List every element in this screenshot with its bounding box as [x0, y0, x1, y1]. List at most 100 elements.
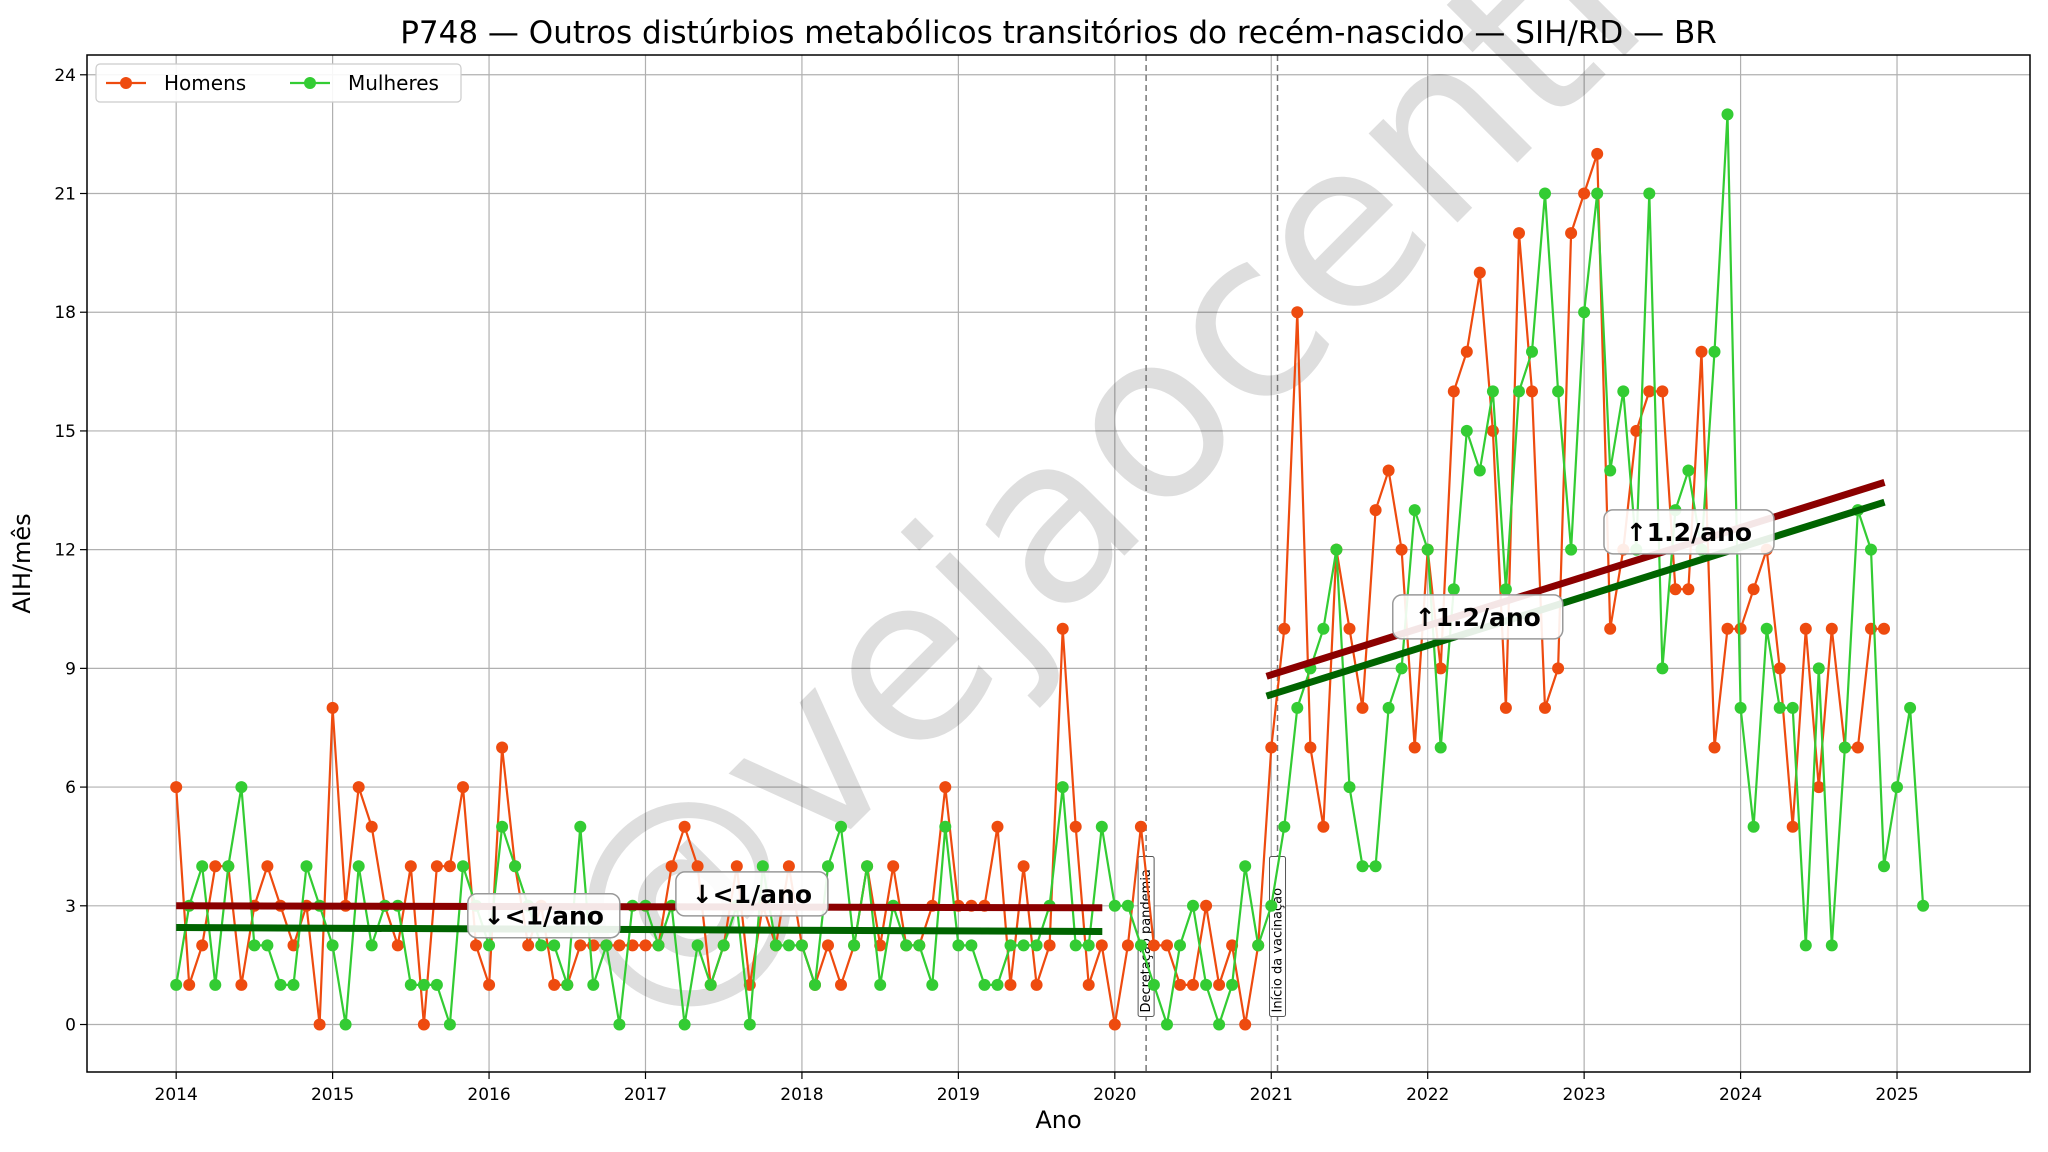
data-point — [1552, 385, 1565, 398]
data-point — [443, 860, 456, 873]
data-point — [1526, 385, 1538, 398]
data-point — [1356, 701, 1369, 714]
data-point — [1851, 741, 1864, 754]
data-point — [1147, 978, 1160, 991]
data-point — [1187, 899, 1199, 912]
data-point — [1721, 108, 1734, 121]
data-point — [874, 978, 887, 991]
data-point — [965, 939, 978, 952]
data-point — [1213, 978, 1226, 991]
trend-annotation: ↑1.2/ano — [1603, 509, 1775, 555]
data-point — [183, 978, 196, 991]
data-point — [678, 820, 691, 833]
data-point — [613, 939, 626, 952]
data-point — [1447, 583, 1460, 596]
data-point — [991, 820, 1004, 833]
data-point — [939, 820, 952, 833]
data-point — [1382, 464, 1395, 477]
legend-item-mulheres: Mulheres — [290, 71, 439, 95]
data-point — [548, 978, 561, 991]
legend-box — [95, 63, 462, 103]
x-tick-label: 2019 — [937, 1085, 980, 1105]
data-point — [1421, 543, 1434, 556]
data-point — [1499, 583, 1512, 596]
data-point — [170, 978, 183, 991]
data-point — [1721, 622, 1734, 635]
data-point — [939, 781, 952, 794]
y-tick-label: 24 — [54, 66, 76, 86]
data-point — [1604, 464, 1617, 477]
data-point — [756, 860, 769, 873]
data-point — [978, 978, 991, 991]
data-point — [326, 701, 339, 714]
data-point — [196, 860, 209, 873]
data-point — [848, 939, 861, 952]
data-point — [1643, 385, 1656, 398]
data-point — [443, 1018, 456, 1031]
data-point — [1330, 543, 1343, 556]
data-point — [1708, 345, 1721, 358]
legend: Homens Mulheres — [95, 63, 462, 103]
data-point — [1291, 701, 1304, 714]
data-point — [1460, 424, 1473, 437]
data-point — [1682, 583, 1695, 596]
data-point — [235, 978, 248, 991]
data-point — [404, 978, 417, 991]
data-point — [1434, 662, 1447, 675]
data-point — [691, 860, 704, 873]
annotation-box — [675, 871, 829, 917]
data-point — [1812, 662, 1825, 675]
data-point — [1499, 701, 1512, 714]
data-point — [835, 978, 847, 991]
data-point — [835, 820, 847, 833]
data-point — [561, 978, 574, 991]
y-tick-label: 9 — [65, 659, 76, 679]
data-point — [1278, 820, 1291, 833]
data-point — [1865, 543, 1877, 556]
y-tick-label: 6 — [65, 778, 76, 798]
trend-line — [176, 924, 1103, 936]
data-point — [483, 978, 496, 991]
data-point — [196, 939, 209, 952]
data-point — [1121, 899, 1134, 912]
data-point — [1226, 978, 1239, 991]
data-point — [1239, 860, 1252, 873]
data-point — [1161, 1018, 1173, 1031]
data-point — [1838, 741, 1851, 754]
data-point — [1578, 187, 1591, 200]
data-point — [1747, 583, 1760, 596]
data-point — [274, 978, 287, 991]
data-point — [926, 978, 939, 991]
annotation-label: ↓<1/ano — [692, 880, 812, 909]
data-point — [1656, 385, 1669, 398]
data-point — [769, 939, 782, 952]
data-point — [1408, 504, 1421, 517]
data-point — [1526, 345, 1538, 358]
data-point — [574, 820, 587, 833]
data-point — [1304, 741, 1317, 754]
data-point — [1552, 662, 1565, 675]
data-point — [1917, 899, 1930, 912]
data-point — [1382, 701, 1395, 714]
data-point — [1252, 939, 1265, 952]
data-point — [1565, 227, 1578, 240]
data-point — [1278, 622, 1291, 635]
x-tick-label: 2015 — [311, 1085, 354, 1105]
data-point — [1174, 978, 1186, 991]
data-point — [704, 978, 717, 991]
y-tick-label: 3 — [65, 897, 76, 917]
data-point — [1174, 939, 1186, 952]
data-point — [404, 860, 417, 873]
data-point — [1134, 820, 1147, 833]
data-point — [313, 1018, 326, 1031]
data-point — [1030, 978, 1043, 991]
data-point — [1773, 701, 1786, 714]
data-point — [522, 939, 535, 952]
data-point — [1095, 939, 1108, 952]
data-point — [691, 939, 704, 952]
data-point — [1447, 385, 1460, 398]
data-point — [1513, 385, 1525, 398]
data-point — [1539, 187, 1551, 200]
data-point — [1069, 939, 1082, 952]
axes: 2014 2015 2016 2017 2018 2019 2020 2021 2022 2023… — [54, 54, 2031, 1105]
